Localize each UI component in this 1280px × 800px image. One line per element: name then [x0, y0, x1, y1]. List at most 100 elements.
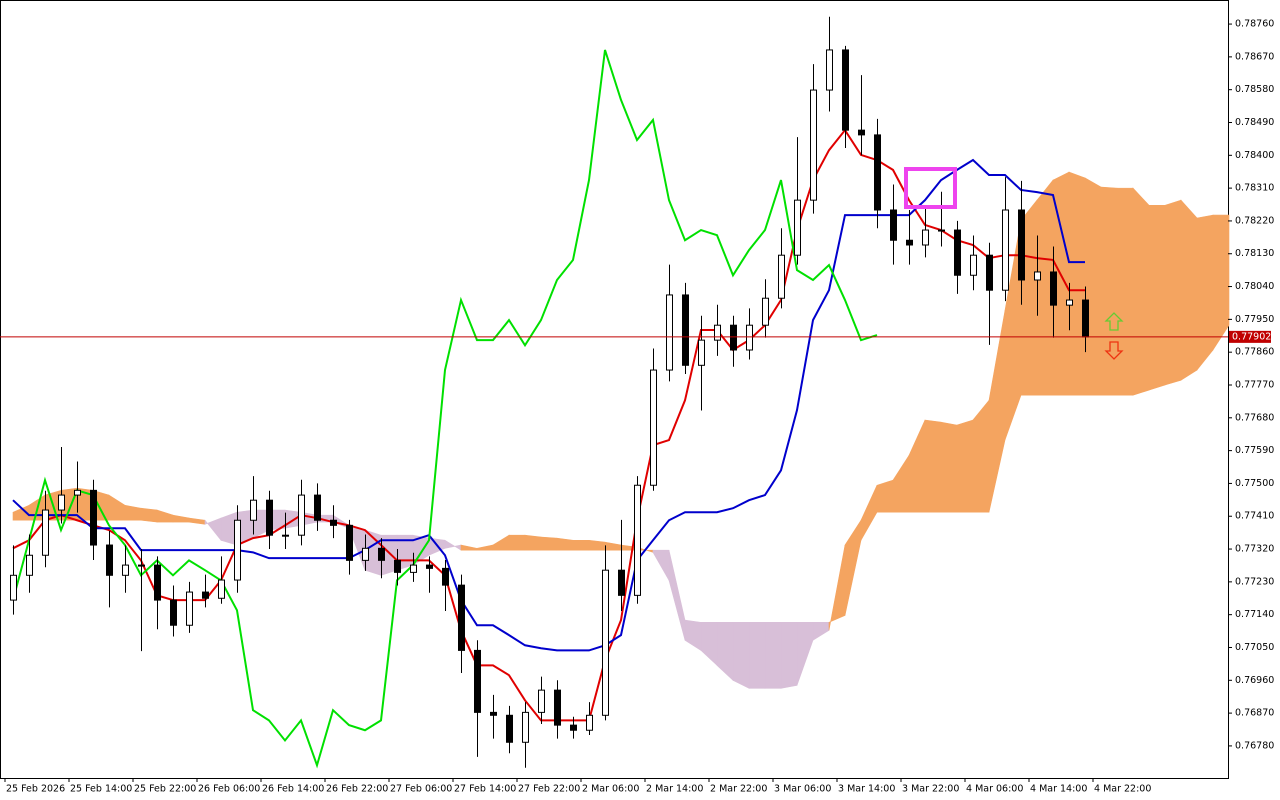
y-tick-label: 0.77950 — [1235, 314, 1274, 325]
x-tick-label: 4 Mar 06:00 — [966, 784, 1023, 795]
cloud-segment — [540, 536, 558, 551]
cloud-segment — [124, 504, 142, 521]
candle-body — [186, 591, 193, 626]
candle-body — [250, 499, 257, 521]
x-tick-label: 27 Feb 22:00 — [518, 784, 580, 795]
candle-body — [522, 711, 529, 743]
y-tick-label: 0.77050 — [1235, 642, 1274, 653]
cloud-layer — [12, 171, 1230, 689]
candle-body — [650, 369, 657, 486]
y-tick-label: 0.77230 — [1235, 576, 1274, 587]
cloud-segment — [1212, 214, 1230, 352]
indicator-line — [12, 158, 1085, 652]
candle-body — [26, 554, 33, 576]
y-tick-label: 0.78490 — [1235, 117, 1274, 128]
cloud-segment — [572, 539, 590, 551]
candle-body — [778, 254, 785, 299]
candle-body — [1002, 209, 1009, 291]
candle-body — [602, 569, 609, 716]
candle-body — [1066, 299, 1073, 306]
candle-body — [138, 564, 145, 567]
candle-body — [1050, 271, 1057, 306]
candle-body — [890, 209, 897, 241]
y-tick-label: 0.78220 — [1235, 215, 1274, 226]
candle-body — [842, 49, 849, 131]
y-tick-label: 0.76960 — [1235, 675, 1274, 686]
y-tick-label: 0.78760 — [1235, 19, 1274, 30]
cloud-segment — [764, 622, 782, 689]
cloud-segment — [1148, 204, 1166, 391]
price-label: 0.77902 — [1232, 331, 1271, 342]
y-tick-label: 0.77590 — [1235, 445, 1274, 456]
cloud-segment — [588, 539, 606, 551]
down-arrow — [1104, 341, 1124, 360]
cloud-segment — [956, 419, 974, 513]
candle-body — [1034, 271, 1041, 281]
cloud-segment — [1068, 171, 1086, 396]
candle-body — [954, 229, 961, 276]
candle-body — [394, 559, 401, 573]
candle-body — [762, 297, 769, 326]
price-label-box — [1229, 330, 1271, 343]
candle-body — [554, 689, 561, 726]
candle-body — [362, 547, 369, 561]
cloud-segment — [1164, 199, 1182, 386]
candle-body — [938, 229, 945, 232]
candle-body — [634, 484, 641, 596]
candle-body — [698, 339, 705, 366]
candle-body — [10, 574, 17, 601]
candle-body — [90, 489, 97, 546]
candle-body — [266, 499, 273, 536]
x-tick-label: 27 Feb 06:00 — [390, 784, 452, 795]
y-tick-label: 0.78670 — [1235, 51, 1274, 62]
candle-body — [410, 564, 417, 573]
cloud-segment — [748, 622, 766, 689]
candle-body — [1018, 209, 1025, 281]
candle-body — [666, 294, 673, 371]
cloud-segment — [508, 534, 526, 551]
candle-body — [426, 564, 433, 569]
x-tick-label: 3 Mar 22:00 — [902, 784, 959, 795]
candle-body — [1082, 299, 1089, 338]
y-tick-label: 0.76870 — [1235, 708, 1274, 719]
y-tick-label: 0.78400 — [1235, 150, 1274, 161]
candle-body — [170, 599, 177, 626]
highlight-box — [904, 167, 957, 209]
cloud-segment — [140, 507, 158, 523]
candle-body — [106, 544, 113, 576]
candle-body — [618, 569, 625, 596]
candle-body — [58, 494, 65, 511]
candle-body — [506, 714, 513, 743]
y-tick-label: 0.78130 — [1235, 248, 1274, 259]
cloud-segment — [1084, 177, 1102, 396]
x-tick-label: 2 Mar 22:00 — [710, 784, 767, 795]
candle-body — [874, 134, 881, 211]
candle-body — [906, 239, 913, 246]
cloud-segment — [732, 622, 750, 689]
cloud-segment — [1132, 187, 1150, 396]
x-tick-label: 2 Mar 14:00 — [646, 784, 703, 795]
axis-layer: 0.78760 0.78670 0.78580 0.78490 0.78400 0.783… — [0, 19, 1274, 795]
candle-body — [122, 564, 129, 576]
x-tick-label: 4 Mar 14:00 — [1030, 784, 1087, 795]
y-tick-label: 0.77500 — [1235, 478, 1274, 489]
candle-body — [922, 229, 929, 246]
x-tick-label: 26 Feb 06:00 — [198, 784, 260, 795]
x-tick-label: 4 Mar 22:00 — [1094, 784, 1151, 795]
cloud-segment — [524, 534, 542, 551]
cloud-segment — [876, 479, 894, 513]
up-arrow — [1104, 312, 1124, 331]
candle-body — [570, 724, 577, 731]
x-tick-label: 25 Feb 2026 — [6, 784, 65, 795]
candle-body — [538, 689, 545, 713]
x-tick-label: 25 Feb 22:00 — [134, 784, 196, 795]
candle-body — [378, 547, 385, 561]
x-tick-label: 26 Feb 22:00 — [326, 784, 388, 795]
y-tick-label: 0.77860 — [1235, 347, 1274, 358]
candle-body — [330, 519, 337, 526]
candle-body — [346, 524, 353, 561]
candle-body — [298, 494, 305, 536]
y-tick-label: 0.78040 — [1235, 281, 1274, 292]
cloud-segment — [780, 622, 798, 689]
